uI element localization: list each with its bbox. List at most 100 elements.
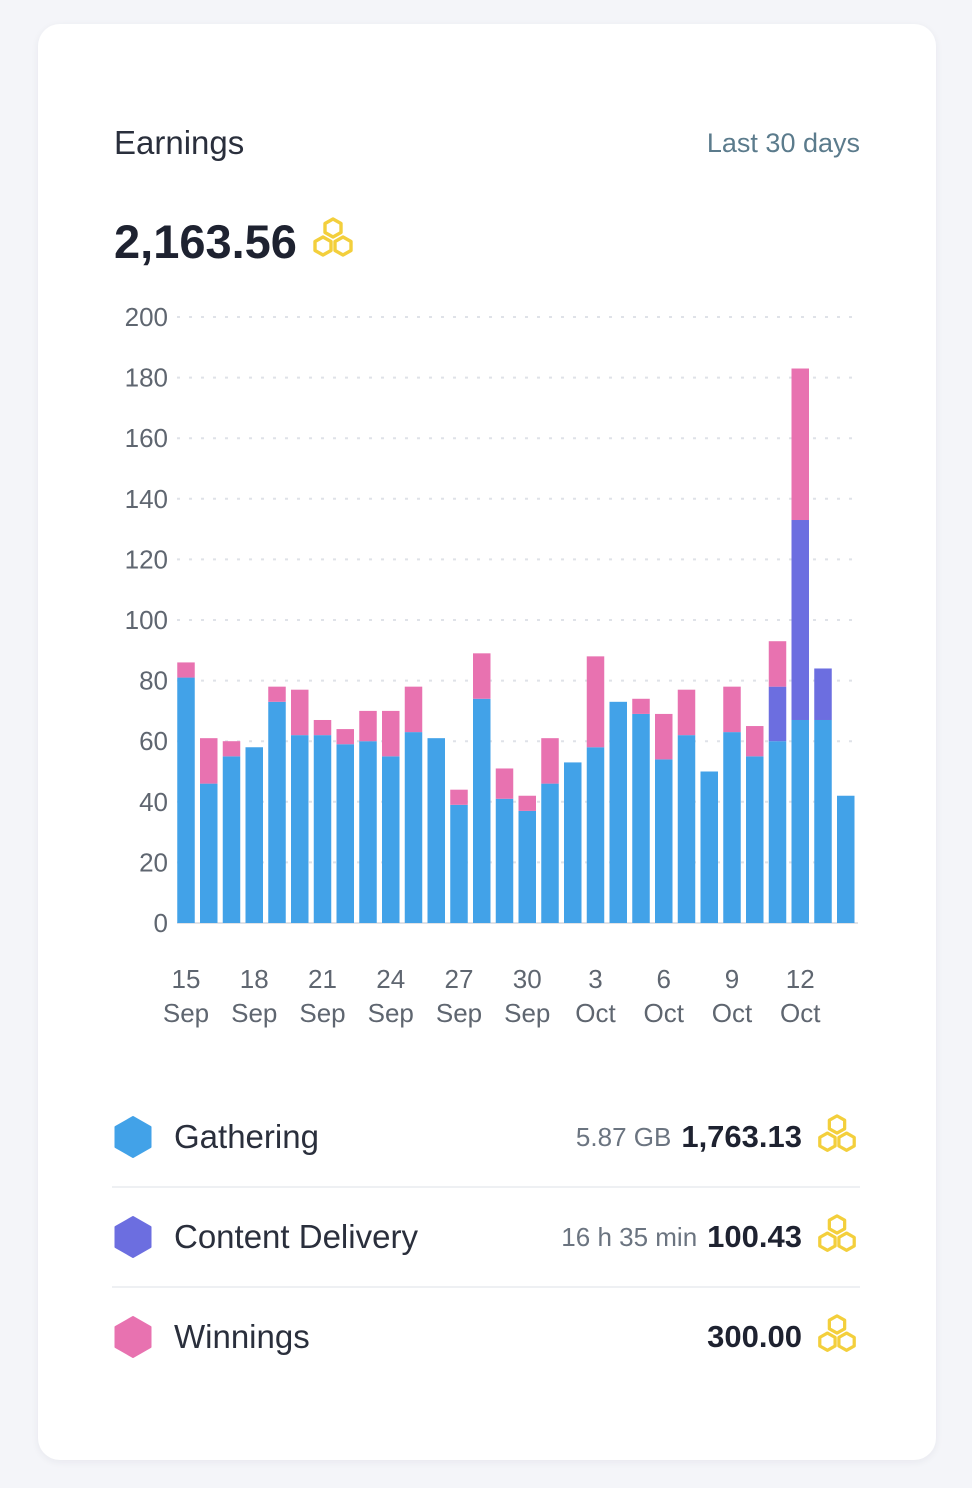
bar-segment-winnings [655,713,673,760]
x-tick-label-month: Sep [504,998,550,1028]
y-tick-label: 40 [139,787,168,817]
bar-segment-winnings [313,719,332,736]
y-tick-label: 120 [125,544,168,574]
gathering-hexagon-icon [114,1116,152,1158]
bar-segment-winnings [336,729,354,745]
bar-segment-gathering [609,701,627,923]
bar-segment-gathering [541,783,559,923]
x-tick-label-month: Sep [299,998,345,1028]
bar-segment-gathering [359,741,377,923]
y-tick-label: 60 [139,726,168,756]
bar-segment-winnings [222,741,241,757]
x-tick-label-month: Oct [712,998,753,1028]
bar-segment-gathering [450,804,468,923]
bar-segment-winnings [291,689,309,736]
bar-segment-gathering [473,698,491,923]
bar-segment-winnings [746,726,764,757]
bar-segment-gathering [222,756,241,923]
legend-label-winnings: Winnings [174,1318,310,1355]
y-tick-label: 80 [139,666,168,696]
bar-segment-gathering [245,747,263,923]
x-tick-label-month: Sep [231,998,277,1028]
last-30-days-link[interactable]: Last 30 days [706,128,860,158]
bar-segment-gathering [518,810,536,923]
x-tick-label-day: 30 [513,964,542,994]
total-earnings-value: 2,163.56 [114,215,297,268]
y-tick-label: 20 [139,847,168,877]
y-tick-label: 160 [125,423,168,453]
bar-segment-gathering [427,738,445,923]
bar-segment-winnings [382,710,400,757]
bar-segment-winnings [586,656,605,748]
bar-segment-winnings [791,368,809,521]
bar-segment-gathering [382,756,400,923]
x-tick-label-month: Sep [436,998,482,1028]
x-tick-label-month: Sep [368,998,414,1028]
x-tick-label-day: 12 [786,964,815,994]
card-title: Earnings [114,124,245,161]
bar-segment-gathering [677,735,696,923]
legend-detail-content-delivery: 16 h 35 min [561,1221,698,1252]
winnings-hexagon-icon [114,1316,152,1358]
x-tick-label-month: Sep [163,998,209,1028]
bar-segment-gathering [655,759,673,923]
bar-segment-content-delivery [791,520,809,720]
legend-label-content-delivery: Content Delivery [174,1218,418,1255]
bar-segment-winnings [177,662,195,678]
x-tick-label-month: Oct [780,998,821,1028]
bar-segment-content-delivery [814,668,832,720]
legend-amount-winnings: 300.00 [707,1319,802,1354]
bar-segment-gathering [336,744,354,923]
x-tick-label-day: 27 [445,964,474,994]
earnings-bar-chart: 0 20 40 60 80 100 120 140 160 180 200 15 Sep 18 Sep 21 S… [125,302,858,1028]
bar-segment-winnings [359,710,377,742]
bar-segment-winnings [632,698,650,714]
total-earnings: 2,163.56 [114,214,357,269]
bar-segment-winnings [495,768,514,799]
x-tick-label-month: Oct [644,998,685,1028]
bar-segment-gathering [700,771,718,923]
y-tick-label: 0 [154,908,168,938]
coin-cluster-icon [814,1113,860,1162]
coin-cluster-icon [309,216,357,267]
x-tick-label-month: Oct [575,998,616,1028]
bar-segment-winnings [723,686,741,733]
legend-row-winnings: Winnings 300.00 [112,1288,860,1386]
bar-segment-winnings [404,686,423,733]
bar-segment-gathering [404,732,423,923]
x-tick-label-day: 15 [172,964,201,994]
coin-cluster-icon [814,1313,860,1362]
bar-segment-gathering [268,701,286,923]
bar-segment-gathering [768,741,787,923]
bar-segment-winnings [200,738,218,784]
x-tick-label-day: 3 [588,964,602,994]
legend-row-content-delivery: Content Delivery 16 h 35 min 100.43 [112,1188,860,1288]
y-tick-label: 140 [125,484,168,514]
bar-segment-winnings [268,686,286,702]
bar-segment-gathering [814,719,832,923]
x-tick-label-day: 6 [657,964,671,994]
bar-segment-gathering [495,798,514,923]
bar-segment-gathering [791,719,809,923]
bar-segment-winnings [677,689,696,736]
bar-segment-gathering [564,762,582,923]
bar-segment-gathering [291,735,309,923]
bar-segment-winnings [768,641,787,687]
coin-cluster-icon [814,1213,860,1262]
bar-segment-gathering [200,783,218,923]
content-delivery-hexagon-icon [114,1216,152,1258]
earnings-legend: Gathering 5.87 GB 1,763.13 Content Deliv… [112,1088,860,1386]
bar-segment-gathering [632,713,650,923]
x-tick-label-day: 9 [725,964,739,994]
bar-segment-gathering [177,677,195,923]
bar-segment-winnings [450,789,468,805]
legend-amount-gathering: 1,763.13 [681,1119,802,1154]
bar-segment-winnings [541,738,559,784]
x-tick-label-day: 24 [376,964,405,994]
bar-segment-gathering [586,747,605,923]
bar-segment-winnings [518,795,536,811]
bar-segment-winnings [473,653,491,699]
bar-segment-content-delivery [768,686,787,742]
legend-amount-content-delivery: 100.43 [707,1219,802,1254]
x-tick-label-day: 18 [240,964,269,994]
